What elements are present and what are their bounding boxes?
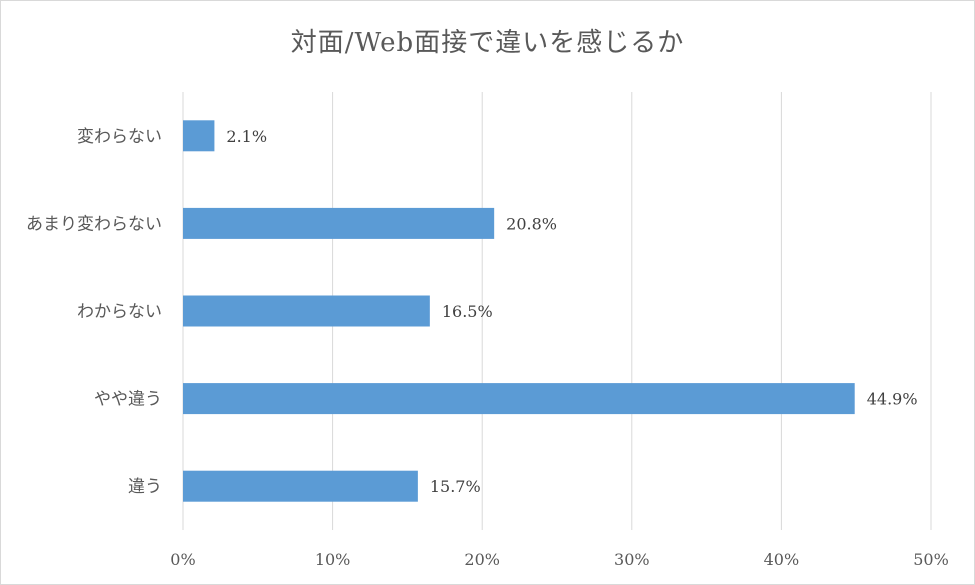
data-label: 20.8%	[506, 214, 557, 233]
data-label: 15.7%	[430, 477, 481, 496]
category-label: 違う	[128, 477, 162, 497]
category-label: あまり変わらない	[26, 214, 162, 234]
x-tick-labels: 0% 10% 20% 30% 40% 50%	[170, 550, 948, 569]
bar	[183, 120, 215, 152]
category-label: 変わらない	[77, 127, 162, 147]
category-label: やや違う	[94, 390, 162, 410]
bar	[183, 470, 418, 502]
x-tick-label: 30%	[614, 550, 650, 569]
data-label: 16.5%	[442, 302, 493, 321]
x-tick-label: 20%	[464, 550, 500, 569]
x-tick-label: 10%	[315, 550, 351, 569]
data-label: 44.9%	[867, 390, 918, 409]
data-label: 2.1%	[226, 127, 267, 146]
bar	[183, 383, 855, 415]
x-tick-label: 40%	[764, 550, 800, 569]
x-tick-label: 0%	[170, 550, 195, 569]
x-tick-label: 50%	[913, 550, 949, 569]
bars	[183, 120, 855, 502]
bar	[183, 295, 430, 327]
category-label: わからない	[77, 302, 162, 322]
data-labels: 2.1% 20.8% 16.5% 44.9% 15.7%	[226, 127, 917, 496]
bar	[183, 207, 495, 239]
chart-title: 対面/Web面接で違いを感じるか	[290, 28, 685, 58]
